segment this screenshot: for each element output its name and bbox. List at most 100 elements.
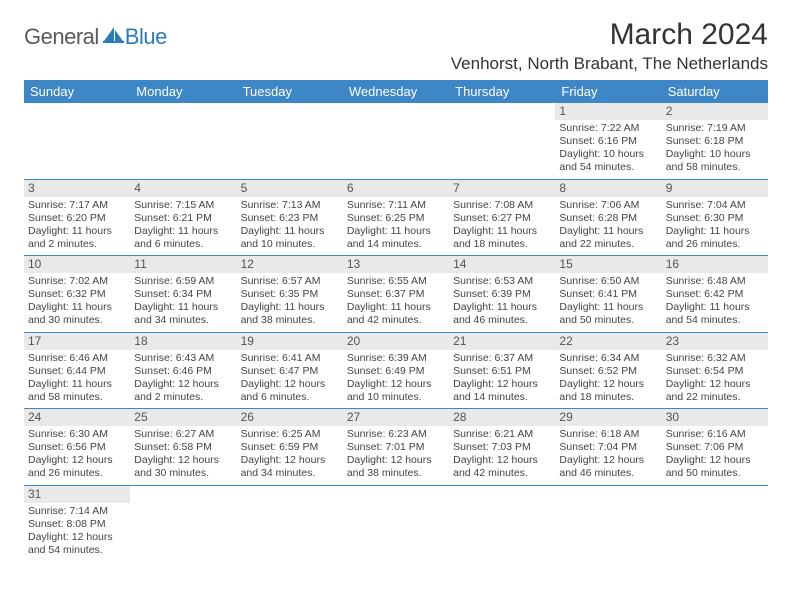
day-cell: 5Sunrise: 7:13 AMSunset: 6:23 PMDaylight…: [237, 180, 343, 256]
sunset-text: Sunset: 6:16 PM: [559, 135, 657, 148]
day-cell: 27Sunrise: 6:23 AMSunset: 7:01 PMDayligh…: [343, 409, 449, 485]
day-number: 29: [555, 409, 661, 426]
daylight-text: Daylight: 12 hours and 2 minutes.: [134, 378, 232, 404]
sunset-text: Sunset: 6:52 PM: [559, 365, 657, 378]
logo-text-blue: Blue: [125, 24, 167, 50]
sunrise-text: Sunrise: 6:27 AM: [134, 428, 232, 441]
week-row: 10Sunrise: 7:02 AMSunset: 6:32 PMDayligh…: [24, 256, 768, 333]
sunset-text: Sunset: 6:21 PM: [134, 212, 232, 225]
day-cell: 28Sunrise: 6:21 AMSunset: 7:03 PMDayligh…: [449, 409, 555, 485]
sunset-text: Sunset: 6:51 PM: [453, 365, 551, 378]
week-row: 31Sunrise: 7:14 AMSunset: 8:08 PMDayligh…: [24, 486, 768, 562]
day-cell: 22Sunrise: 6:34 AMSunset: 6:52 PMDayligh…: [555, 333, 661, 409]
day-cell: [237, 103, 343, 179]
daylight-text: Daylight: 11 hours and 54 minutes.: [666, 301, 764, 327]
sunrise-text: Sunrise: 6:32 AM: [666, 352, 764, 365]
day-cell: 15Sunrise: 6:50 AMSunset: 6:41 PMDayligh…: [555, 256, 661, 332]
sunrise-text: Sunrise: 7:15 AM: [134, 199, 232, 212]
sunrise-text: Sunrise: 6:55 AM: [347, 275, 445, 288]
sunrise-text: Sunrise: 6:18 AM: [559, 428, 657, 441]
day-cell: 23Sunrise: 6:32 AMSunset: 6:54 PMDayligh…: [662, 333, 768, 409]
day-cell: [24, 103, 130, 179]
sunset-text: Sunset: 7:04 PM: [559, 441, 657, 454]
daylight-text: Daylight: 12 hours and 30 minutes.: [134, 454, 232, 480]
day-cell: 6 Sunrise: 7:11 AMSunset: 6:25 PMDaylight…: [343, 180, 449, 256]
sunset-text: Sunset: 8:08 PM: [28, 518, 126, 531]
day-cell: 30Sunrise: 6:16 AMSunset: 7:06 PMDayligh…: [662, 409, 768, 485]
sunrise-text: Sunrise: 6:50 AM: [559, 275, 657, 288]
day-cell: 10Sunrise: 7:02 AMSunset: 6:32 PMDayligh…: [24, 256, 130, 332]
sunset-text: Sunset: 6:58 PM: [134, 441, 232, 454]
day-number: 16: [662, 256, 768, 273]
day-number: 10: [24, 256, 130, 273]
daylight-text: Daylight: 11 hours and 38 minutes.: [241, 301, 339, 327]
day-number: 28: [449, 409, 555, 426]
daylight-text: Daylight: 12 hours and 54 minutes.: [28, 531, 126, 557]
day-number: 12: [237, 256, 343, 273]
header: General Blue March 2024 Venhorst, North …: [24, 18, 768, 74]
day-number: 15: [555, 256, 661, 273]
day-number: 8: [555, 180, 661, 197]
day-number: 11: [130, 256, 236, 273]
day-number: 25: [130, 409, 236, 426]
day-cell: [130, 103, 236, 179]
sunrise-text: Sunrise: 7:22 AM: [559, 122, 657, 135]
sunrise-text: Sunrise: 6:30 AM: [28, 428, 126, 441]
day-cell: [237, 486, 343, 562]
daylight-text: Daylight: 11 hours and 42 minutes.: [347, 301, 445, 327]
sunrise-text: Sunrise: 6:16 AM: [666, 428, 764, 441]
sunrise-text: Sunrise: 6:53 AM: [453, 275, 551, 288]
day-cell: [449, 103, 555, 179]
day-number: 3: [24, 180, 130, 197]
day-cell: 8Sunrise: 7:06 AMSunset: 6:28 PMDaylight…: [555, 180, 661, 256]
day-header: Wednesday: [343, 80, 449, 103]
sunrise-text: Sunrise: 6:39 AM: [347, 352, 445, 365]
sunrise-text: Sunrise: 6:37 AM: [453, 352, 551, 365]
day-number: 5: [237, 180, 343, 197]
day-cell: 2Sunrise: 7:19 AMSunset: 6:18 PMDaylight…: [662, 103, 768, 179]
sunset-text: Sunset: 6:54 PM: [666, 365, 764, 378]
daylight-text: Daylight: 11 hours and 10 minutes.: [241, 225, 339, 251]
sunset-text: Sunset: 6:27 PM: [453, 212, 551, 225]
sunrise-text: Sunrise: 6:46 AM: [28, 352, 126, 365]
daylight-text: Daylight: 11 hours and 46 minutes.: [453, 301, 551, 327]
day-cell: 13Sunrise: 6:55 AMSunset: 6:37 PMDayligh…: [343, 256, 449, 332]
day-header: Tuesday: [237, 80, 343, 103]
daylight-text: Daylight: 11 hours and 14 minutes.: [347, 225, 445, 251]
sunrise-text: Sunrise: 6:23 AM: [347, 428, 445, 441]
day-header: Sunday: [24, 80, 130, 103]
sunset-text: Sunset: 6:32 PM: [28, 288, 126, 301]
daylight-text: Daylight: 10 hours and 54 minutes.: [559, 148, 657, 174]
daylight-text: Daylight: 11 hours and 2 minutes.: [28, 225, 126, 251]
sunset-text: Sunset: 6:30 PM: [666, 212, 764, 225]
daylight-text: Daylight: 11 hours and 50 minutes.: [559, 301, 657, 327]
sunset-text: Sunset: 6:20 PM: [28, 212, 126, 225]
day-number: 31: [24, 486, 130, 503]
sunrise-text: Sunrise: 6:25 AM: [241, 428, 339, 441]
day-number: 6: [343, 180, 449, 197]
sunset-text: Sunset: 7:03 PM: [453, 441, 551, 454]
daylight-text: Daylight: 11 hours and 30 minutes.: [28, 301, 126, 327]
daylight-text: Daylight: 11 hours and 18 minutes.: [453, 225, 551, 251]
sunrise-text: Sunrise: 7:19 AM: [666, 122, 764, 135]
day-number: 27: [343, 409, 449, 426]
day-header-row: Sunday Monday Tuesday Wednesday Thursday…: [24, 80, 768, 103]
day-number: 24: [24, 409, 130, 426]
sunset-text: Sunset: 6:39 PM: [453, 288, 551, 301]
sunset-text: Sunset: 6:56 PM: [28, 441, 126, 454]
daylight-text: Daylight: 12 hours and 46 minutes.: [559, 454, 657, 480]
day-header: Friday: [555, 80, 661, 103]
sunrise-text: Sunrise: 7:11 AM: [347, 199, 445, 212]
day-cell: 18Sunrise: 6:43 AMSunset: 6:46 PMDayligh…: [130, 333, 236, 409]
sunset-text: Sunset: 6:37 PM: [347, 288, 445, 301]
day-cell: 25 Sunrise: 6:27 AMSunset: 6:58 PMDayligh…: [130, 409, 236, 485]
sunset-text: Sunset: 6:42 PM: [666, 288, 764, 301]
daylight-text: Daylight: 11 hours and 22 minutes.: [559, 225, 657, 251]
daylight-text: Daylight: 12 hours and 50 minutes.: [666, 454, 764, 480]
sunset-text: Sunset: 6:25 PM: [347, 212, 445, 225]
day-cell: 20Sunrise: 6:39 AMSunset: 6:49 PMDayligh…: [343, 333, 449, 409]
daylight-text: Daylight: 12 hours and 22 minutes.: [666, 378, 764, 404]
day-header: Monday: [130, 80, 236, 103]
day-cell: 12Sunrise: 6:57 AMSunset: 6:35 PMDayligh…: [237, 256, 343, 332]
daylight-text: Daylight: 12 hours and 34 minutes.: [241, 454, 339, 480]
